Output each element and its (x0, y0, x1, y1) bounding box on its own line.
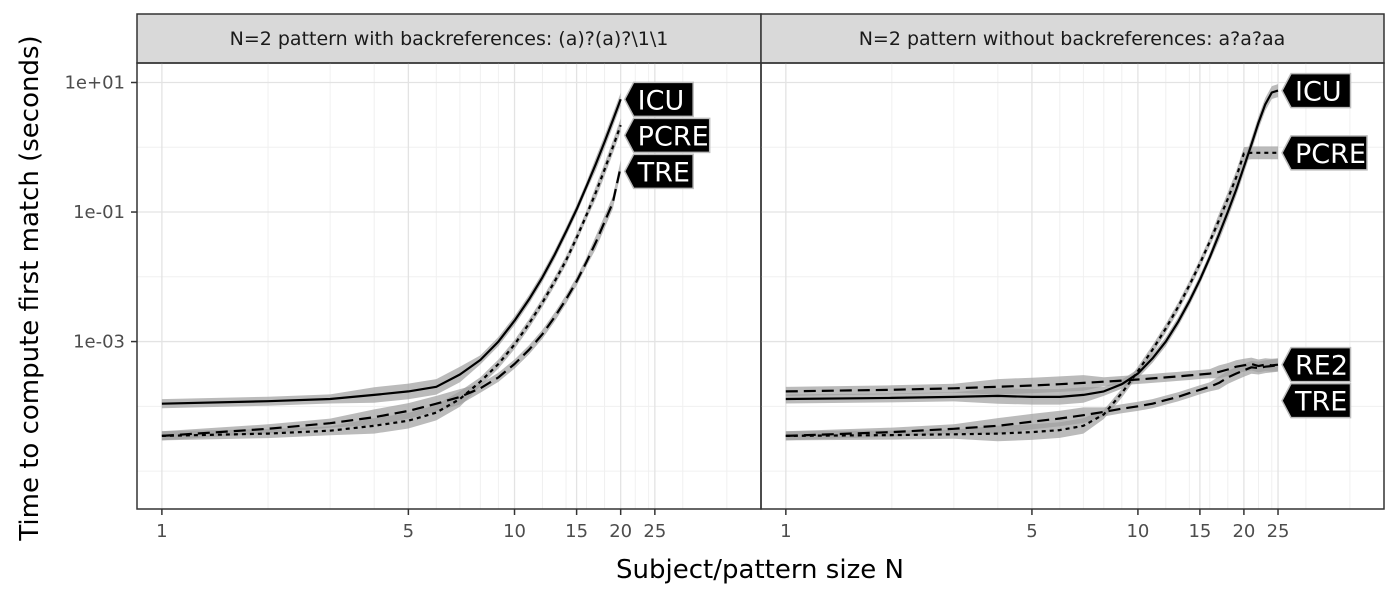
y-axis-title: Time to compute first match (seconds) (15, 35, 45, 541)
panel-2-strip (760, 13, 1385, 64)
panel-2-strip-text: N=2 pattern without backreferences: a?a?… (859, 28, 1286, 50)
end-label-text: TRE (637, 157, 690, 188)
panel-1-grid (137, 63, 761, 509)
x-tick-label: 5 (1026, 521, 1037, 542)
series-ribbon-icu (161, 92, 621, 409)
end-label-text: PCRE (638, 121, 709, 152)
end-label-icu: ICU (623, 81, 694, 118)
x-tick-label: 1 (780, 521, 791, 542)
series-line-tre (161, 166, 622, 437)
x-axis-title: Subject/pattern size N (616, 555, 904, 585)
panel-2-ribbons (785, 84, 1278, 442)
end-label-text: ICU (638, 85, 685, 116)
panel-2-x-ticks: 1 5 10 15 20 25 (780, 509, 1289, 542)
end-label-text: ICU (1295, 77, 1342, 108)
panel-2: N=2 pattern without backreferences: a?a?… (760, 13, 1385, 542)
series-line-icu (161, 98, 622, 405)
series-ribbon-tre (161, 160, 621, 441)
x-tick-label: 15 (1188, 521, 1211, 542)
x-tick-label: 25 (643, 521, 666, 542)
panel-1-lines (161, 98, 622, 437)
x-tick-label: 5 (403, 521, 414, 542)
series-ribbon-re2 (785, 357, 1278, 396)
x-tick-label: 15 (565, 521, 588, 542)
end-label-re2: RE2 (1281, 346, 1352, 383)
series-line-tre (785, 364, 1279, 437)
panel-1: N=2 pattern with backreferences: (a)?(a)… (136, 13, 762, 542)
series-line-pcre (161, 124, 622, 437)
end-label-tre: TRE (1281, 382, 1352, 419)
x-tick-label: 1 (156, 521, 167, 542)
panel-1-ribbons (161, 92, 621, 441)
panel-2-lines (785, 89, 1279, 437)
y-tick-label: 1e+01 (64, 72, 125, 93)
x-tick-label: 25 (1267, 521, 1290, 542)
end-label-text: RE2 (1295, 351, 1348, 382)
y-tick-label: 1e-03 (73, 332, 125, 353)
series-ribbon-tre (785, 358, 1278, 441)
y-axis-ticks: 1e-03 1e-01 1e+01 (64, 72, 137, 353)
x-tick-label: 20 (609, 521, 632, 542)
x-tick-label: 10 (1126, 521, 1149, 542)
series-line-pcre (785, 151, 1278, 437)
x-tick-label: 20 (1232, 521, 1255, 542)
panel-1-end-labels: ICU PCRE TRE (623, 81, 711, 190)
panel-1-strip (136, 13, 762, 64)
end-label-pcre: PCRE (1281, 135, 1368, 171)
panel-1-x-ticks: 1 5 10 15 20 25 (156, 509, 666, 542)
end-label-text: PCRE (1295, 139, 1366, 170)
series-line-icu (785, 89, 1279, 401)
panel-1-strip-text: N=2 pattern with backreferences: (a)?(a)… (230, 28, 669, 50)
end-label-icu: ICU (1281, 72, 1352, 109)
end-label-text: TRE (1294, 387, 1347, 418)
y-tick-label: 1e-01 (73, 202, 125, 223)
panel-2-end-labels: ICU PCRE RE2 TRE (1281, 72, 1368, 419)
panel-2-border (760, 62, 1385, 510)
end-label-tre: TRE (623, 153, 694, 190)
end-label-pcre: PCRE (623, 117, 711, 154)
x-tick-label: 10 (503, 521, 526, 542)
